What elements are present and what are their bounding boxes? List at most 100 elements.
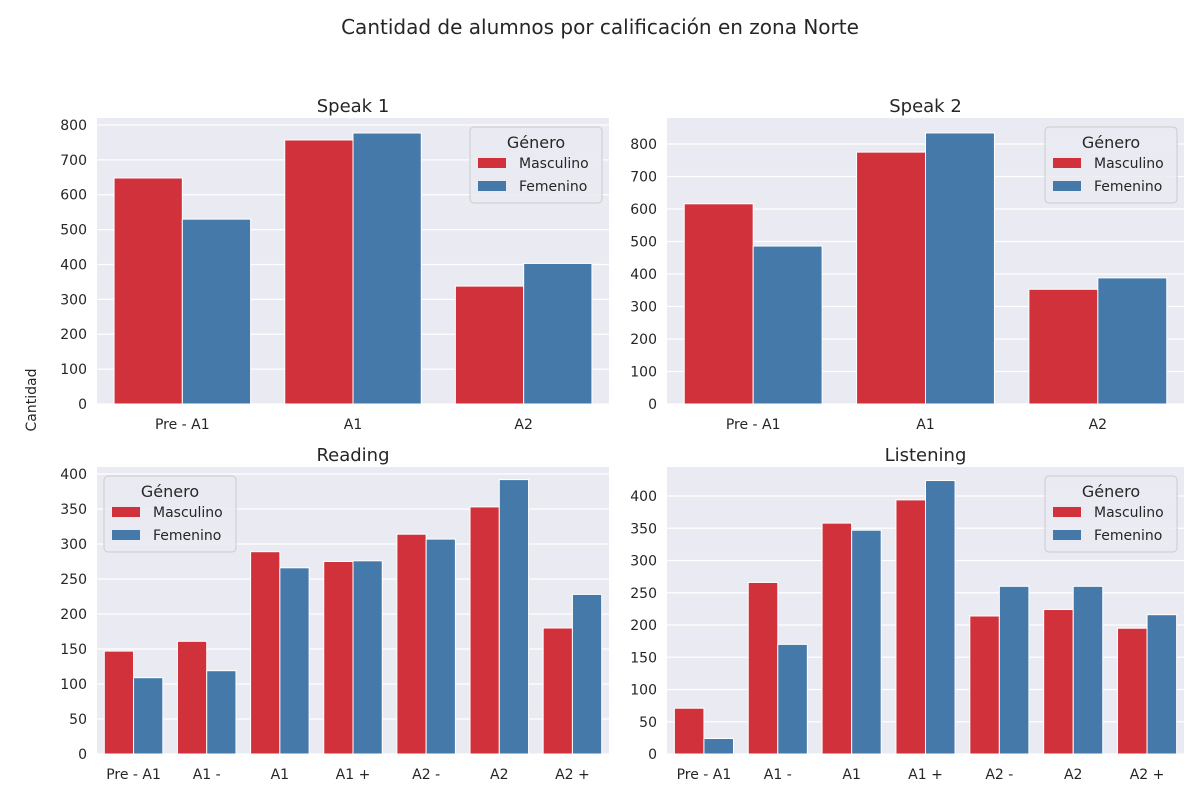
- legend-swatch-femenino: [112, 530, 140, 540]
- bar-femenino-2: [523, 262, 593, 405]
- legend: Género Masculino Femenino: [103, 475, 237, 553]
- bar-masculino-1: [284, 139, 354, 405]
- legend-entry-masculino: Masculino: [519, 156, 589, 172]
- bar-masculino-3: [895, 499, 927, 755]
- y-tick-label: 0: [648, 397, 657, 413]
- y-tick-label: 700: [630, 170, 657, 186]
- y-tick-label: 400: [60, 257, 87, 273]
- legend-swatch-masculino: [1053, 507, 1081, 517]
- bar-masculino-1: [747, 581, 779, 755]
- y-tick-label: 300: [60, 292, 87, 308]
- bar-masculino-2: [821, 522, 853, 755]
- bar-femenino-0: [703, 738, 734, 755]
- bar-masculino-6: [542, 627, 573, 755]
- legend-entry-femenino: Femenino: [153, 528, 221, 544]
- subplot-title: Reading: [316, 445, 389, 466]
- y-tick-label: 0: [648, 747, 657, 763]
- bar-masculino-1: [176, 640, 208, 755]
- x-tick-label: A1: [916, 417, 934, 433]
- bar-femenino-5: [1072, 585, 1104, 755]
- bar-femenino-0: [181, 218, 252, 405]
- legend-entry-femenino: Femenino: [1094, 528, 1162, 544]
- subplot-1: 0 100 200 300 400 500 600 700 800 Pre - A1 A1 A2 Spe…: [60, 96, 609, 433]
- bar-femenino-0: [752, 245, 823, 405]
- y-tick-label: 300: [60, 537, 87, 553]
- y-tick-label: 0: [78, 397, 87, 413]
- subplot-2: 0 100 200 300 400 500 600 700 800 Pre - A1 A1 A2 Spe…: [630, 96, 1184, 433]
- bar-femenino-6: [1146, 614, 1178, 755]
- y-tick-label: 600: [630, 202, 657, 218]
- x-tick-label: A1 +: [908, 767, 943, 783]
- y-tick-label: 50: [69, 712, 87, 728]
- bar-femenino-6: [571, 593, 603, 755]
- y-tick-label: 350: [630, 521, 657, 537]
- x-tick-label: A2: [490, 767, 508, 783]
- subplot-title: Speak 1: [317, 96, 390, 117]
- figure-title: Cantidad de alumnos por calificación en …: [341, 15, 859, 39]
- subplot-title: Listening: [885, 445, 967, 466]
- bar-masculino-0: [113, 177, 183, 405]
- bar-femenino-5: [498, 479, 530, 755]
- bar-femenino-1: [925, 132, 995, 405]
- bar-femenino-2: [279, 567, 310, 755]
- legend-swatch-femenino: [478, 181, 506, 191]
- y-tick-label: 800: [60, 118, 87, 134]
- bar-femenino-3: [352, 560, 383, 755]
- bar-masculino-4: [969, 615, 1000, 755]
- x-tick-label: A2: [1089, 417, 1107, 433]
- x-tick-label: A1 -: [764, 767, 792, 783]
- bar-masculino-1: [856, 151, 926, 405]
- x-tick-label: A1: [344, 417, 362, 433]
- legend-title: Género: [1082, 482, 1140, 501]
- x-tick-label: Pre - A1: [106, 767, 161, 783]
- x-tick-label: A2 -: [412, 767, 440, 783]
- subplot-4: 0 50 100 150 200 250 300 350 400 Pre - A1 A1 - A1 A1…: [630, 445, 1184, 783]
- y-tick-label: 250: [60, 572, 87, 588]
- bar-masculino-0: [683, 203, 754, 405]
- y-tick-label: 300: [630, 554, 657, 570]
- y-tick-label: 0: [78, 747, 87, 763]
- y-tick-label: 200: [630, 332, 657, 348]
- y-tick-label: 50: [639, 715, 657, 731]
- x-tick-label: Pre - A1: [155, 417, 210, 433]
- y-tick-label: 300: [630, 300, 657, 316]
- y-axis-label: Cantidad: [24, 369, 40, 432]
- bar-femenino-3: [925, 480, 956, 755]
- bar-femenino-1: [777, 643, 808, 755]
- x-tick-label: A1: [842, 767, 860, 783]
- y-tick-label: 500: [60, 223, 87, 239]
- legend-entry-femenino: Femenino: [1094, 179, 1162, 195]
- y-tick-label: 250: [630, 586, 657, 602]
- bar-masculino-0: [103, 650, 135, 755]
- y-tick-label: 100: [60, 677, 87, 693]
- y-tick-label: 350: [60, 502, 87, 518]
- y-tick-label: 150: [60, 642, 87, 658]
- bar-femenino-4: [425, 538, 456, 755]
- x-tick-label: A2 -: [985, 767, 1013, 783]
- y-tick-label: 200: [630, 618, 657, 634]
- y-tick-label: 100: [630, 365, 657, 381]
- legend-entry-masculino: Masculino: [1094, 156, 1164, 172]
- bar-masculino-2: [250, 551, 281, 755]
- legend: Género Masculino Femenino: [1044, 126, 1178, 204]
- y-tick-label: 150: [630, 650, 657, 666]
- legend-swatch-masculino: [1053, 158, 1081, 168]
- bar-femenino-2: [1097, 277, 1168, 405]
- legend-title: Género: [1082, 133, 1140, 152]
- legend-title: Género: [507, 133, 565, 152]
- x-tick-label: A2: [1064, 767, 1082, 783]
- legend-entry-femenino: Femenino: [519, 179, 587, 195]
- bar-femenino-1: [352, 132, 422, 405]
- x-tick-label: A2: [514, 417, 532, 433]
- subplot-title: Speak 2: [889, 96, 962, 117]
- x-tick-label: Pre - A1: [677, 767, 732, 783]
- bar-masculino-5: [1043, 609, 1074, 755]
- bar-masculino-0: [673, 707, 705, 755]
- y-tick-label: 400: [630, 489, 657, 505]
- legend-swatch-femenino: [1053, 181, 1081, 191]
- bar-masculino-5: [469, 506, 500, 755]
- y-tick-label: 400: [60, 467, 87, 483]
- legend-entry-masculino: Masculino: [1094, 505, 1164, 521]
